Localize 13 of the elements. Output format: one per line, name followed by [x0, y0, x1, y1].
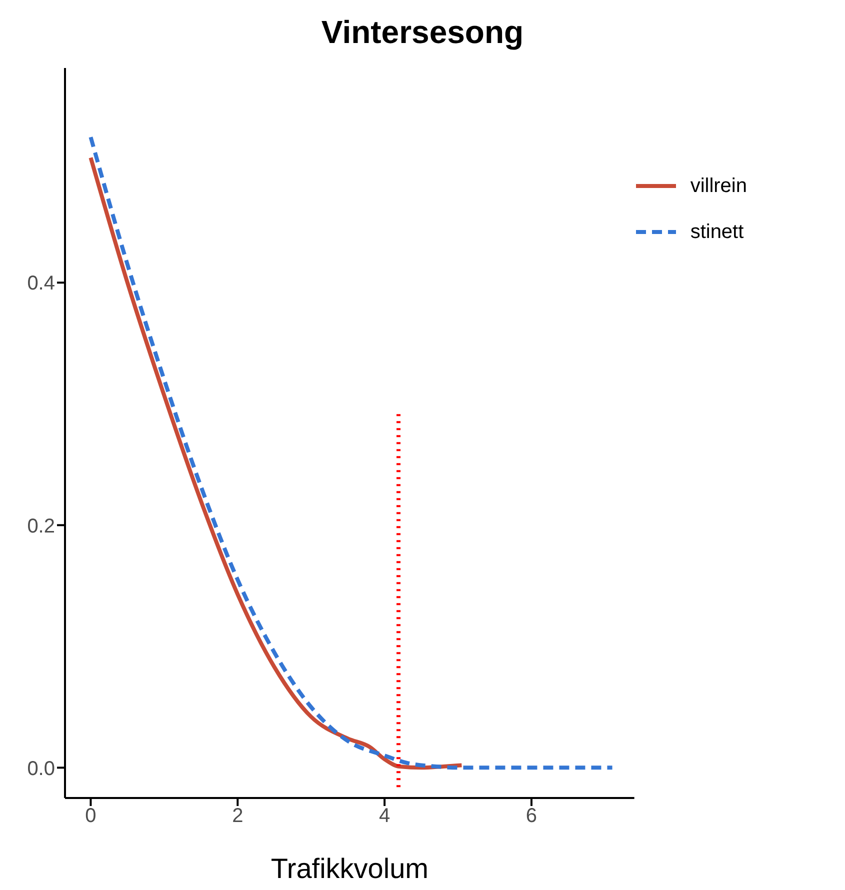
y-tick-label: 0.0 — [27, 758, 55, 780]
x-tick-label: 6 — [526, 805, 538, 828]
line-series — [88, 135, 614, 770]
chart-title: Vintersesong — [320, 13, 525, 52]
legend-label: villrein — [690, 174, 747, 198]
x-tick-label: 2 — [232, 805, 244, 828]
legend-label: stinett — [690, 220, 744, 244]
x-tick-label: 0 — [85, 805, 96, 828]
x-tick-label: 4 — [378, 805, 390, 828]
x-axis-title: Trafikkvolum — [270, 853, 428, 884]
y-tick-label: 0.2 — [27, 515, 55, 538]
line-series — [88, 156, 464, 770]
y-tick-label: 0.4 — [27, 272, 55, 295]
